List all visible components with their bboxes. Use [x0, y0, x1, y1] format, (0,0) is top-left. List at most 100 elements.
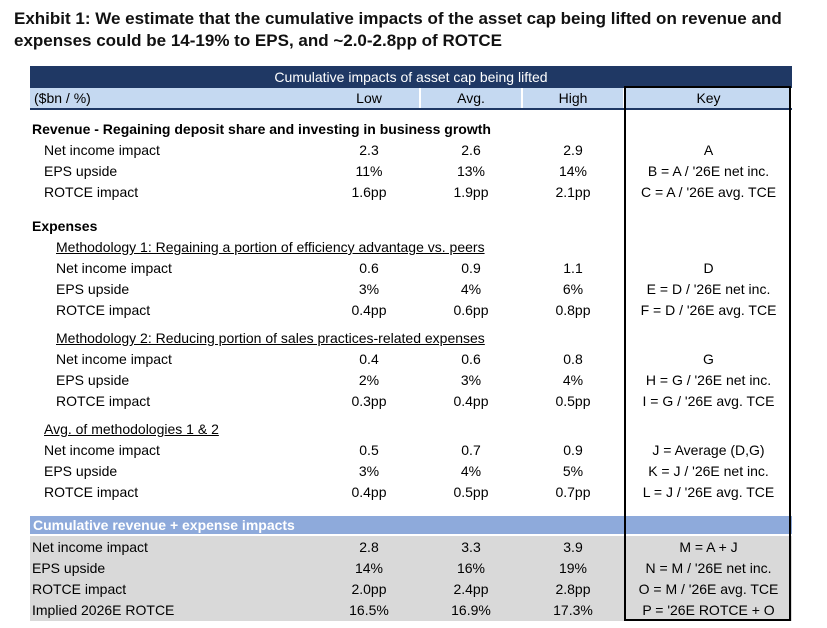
- subsection-title: Methodology 1: Regaining a portion of ef…: [56, 239, 485, 255]
- cell-avg: 4%: [460, 281, 482, 297]
- cell-high: 0.7pp: [555, 484, 591, 500]
- cell-avg: 2.4pp: [453, 581, 489, 597]
- row-label: Net income impact: [56, 351, 172, 367]
- cell-low: 11%: [355, 163, 383, 179]
- row-label: EPS upside: [56, 281, 130, 297]
- cell-low: 2%: [358, 372, 380, 388]
- cell-high: 2.9: [563, 142, 583, 158]
- table-row: ROTCE impact 0.4pp 0.5pp 0.7pp L = J / '…: [30, 482, 792, 503]
- cell-high: 0.9: [563, 442, 583, 458]
- cell-avg: 13%: [456, 163, 486, 179]
- subsection-title: Methodology 2: Reducing portion of sales…: [56, 330, 485, 346]
- cell-key: P = '26E ROTCE + O: [642, 602, 775, 618]
- header-rule: [30, 108, 792, 110]
- cell-low: 2.3: [359, 142, 379, 158]
- table-row: Net income impact 2.8 3.3 3.9 M = A + J: [30, 537, 792, 558]
- cell-key: D: [703, 260, 714, 276]
- cell-high: 0.8pp: [555, 302, 591, 318]
- cell-key: B = A / '26E net inc.: [647, 163, 770, 179]
- table-row: EPS upside 11% 13% 14% B = A / '26E net …: [30, 161, 792, 182]
- cell-avg: 1.9pp: [453, 184, 489, 200]
- subsection-title: Avg. of methodologies 1 & 2: [44, 421, 219, 437]
- cell-key: G: [703, 351, 714, 367]
- table-row: Net income impact 0.6 0.9 1.1 D: [30, 258, 792, 279]
- cell-high: 0.8: [563, 351, 583, 367]
- table-row: Net income impact 0.5 0.7 0.9 J = Averag…: [30, 440, 792, 461]
- exhibit-title: Exhibit 1: We estimate that the cumulati…: [14, 9, 782, 50]
- section-title-expenses: Expenses: [30, 216, 792, 237]
- cell-low: 14%: [354, 560, 384, 576]
- cell-avg: 16.9%: [451, 602, 491, 618]
- cell-avg: 3%: [460, 372, 482, 388]
- cell-key: F = D / '26E avg. TCE: [640, 302, 777, 318]
- cell-high: 6%: [562, 281, 584, 297]
- cell-low: 0.4pp: [351, 302, 387, 318]
- cell-high: 5%: [562, 463, 584, 479]
- cell-avg: 16%: [456, 560, 486, 576]
- table-row: EPS upside 3% 4% 6% E = D / '26E net inc…: [30, 279, 792, 300]
- cell-key: A: [703, 142, 714, 158]
- cell-high: 0.5pp: [555, 393, 591, 409]
- table-row: ROTCE impact 0.4pp 0.6pp 0.8pp F = D / '…: [30, 300, 792, 321]
- cell-key: E = D / '26E net inc.: [646, 281, 771, 297]
- table-row: Net income impact 0.4 0.6 0.8 G: [30, 349, 792, 370]
- cell-key: J = Average (D,G): [652, 442, 765, 458]
- subsection-title-m1: Methodology 1: Regaining a portion of ef…: [30, 237, 792, 258]
- cell-low: 2.0pp: [351, 581, 387, 597]
- cell-high: 1.1: [563, 260, 583, 276]
- row-label: ROTCE impact: [44, 484, 139, 500]
- cell-avg: 4%: [460, 463, 482, 479]
- cell-key: M = A + J: [679, 539, 738, 555]
- table-row: ROTCE impact 1.6pp 1.9pp 2.1pp C = A / '…: [30, 182, 792, 203]
- row-label: ROTCE impact: [56, 302, 151, 318]
- cell-key: H = G / '26E net inc.: [645, 372, 772, 388]
- row-label: EPS upside: [32, 560, 106, 576]
- section-title: Revenue - Regaining deposit share and in…: [32, 121, 491, 137]
- cell-avg: 0.7: [461, 442, 481, 458]
- cell-key: O = M / '26E avg. TCE: [638, 581, 779, 597]
- row-label: ROTCE impact: [32, 581, 127, 597]
- row-label: Implied 2026E ROTCE: [32, 602, 175, 618]
- cell-key: I = G / '26E avg. TCE: [642, 393, 775, 409]
- cell-low: 0.5: [359, 442, 379, 458]
- cell-high: 17.3%: [553, 602, 593, 618]
- cell-low: 0.6: [359, 260, 379, 276]
- row-label: EPS upside: [44, 463, 118, 479]
- row-label: ROTCE impact: [44, 184, 139, 200]
- header-high: High: [523, 88, 623, 108]
- cell-low: 0.4pp: [351, 484, 387, 500]
- cumulative-header: Cumulative revenue + expense impacts: [30, 516, 792, 534]
- cumulative-background: [30, 536, 792, 621]
- table-banner: Cumulative impacts of asset cap being li…: [30, 66, 792, 88]
- cell-high: 2.8pp: [555, 581, 591, 597]
- header-low: Low: [319, 88, 419, 108]
- table-row: Implied 2026E ROTCE 16.5% 16.9% 17.3% P …: [30, 600, 792, 621]
- table-row: ROTCE impact 0.3pp 0.4pp 0.5pp I = G / '…: [30, 391, 792, 412]
- table-row: Net income impact 2.3 2.6 2.9 A: [30, 140, 792, 161]
- cell-low: 2.8: [359, 539, 379, 555]
- cell-avg: 0.6: [461, 351, 481, 367]
- cell-avg: 2.6: [461, 142, 481, 158]
- cell-low: 0.4: [359, 351, 379, 367]
- section-title-revenue: Revenue - Regaining deposit share and in…: [30, 119, 792, 140]
- cell-low: 3%: [358, 281, 380, 297]
- row-label: Net income impact: [56, 260, 172, 276]
- cell-low: 1.6pp: [351, 184, 387, 200]
- subsection-title-m2: Methodology 2: Reducing portion of sales…: [30, 328, 792, 349]
- table-row: EPS upside 3% 4% 5% K = J / '26E net inc…: [30, 461, 792, 482]
- cell-key: K = J / '26E net inc.: [648, 463, 769, 479]
- header-units: ($bn / %): [30, 88, 321, 108]
- table-row: EPS upside 2% 3% 4% H = G / '26E net inc…: [30, 370, 792, 391]
- cell-high: 3.9: [563, 539, 583, 555]
- table-row: EPS upside 14% 16% 19% N = M / '26E net …: [30, 558, 792, 579]
- cell-high: 4%: [562, 372, 584, 388]
- section-title: Expenses: [32, 218, 98, 234]
- table-row: ROTCE impact 2.0pp 2.4pp 2.8pp O = M / '…: [30, 579, 792, 600]
- impact-table: Cumulative impacts of asset cap being li…: [30, 66, 792, 623]
- row-label: Net income impact: [44, 142, 160, 158]
- cell-key: C = A / '26E avg. TCE: [640, 184, 777, 200]
- cell-avg: 0.5pp: [453, 484, 489, 500]
- row-label: EPS upside: [56, 372, 130, 388]
- row-label: ROTCE impact: [56, 393, 151, 409]
- row-label: EPS upside: [44, 163, 118, 179]
